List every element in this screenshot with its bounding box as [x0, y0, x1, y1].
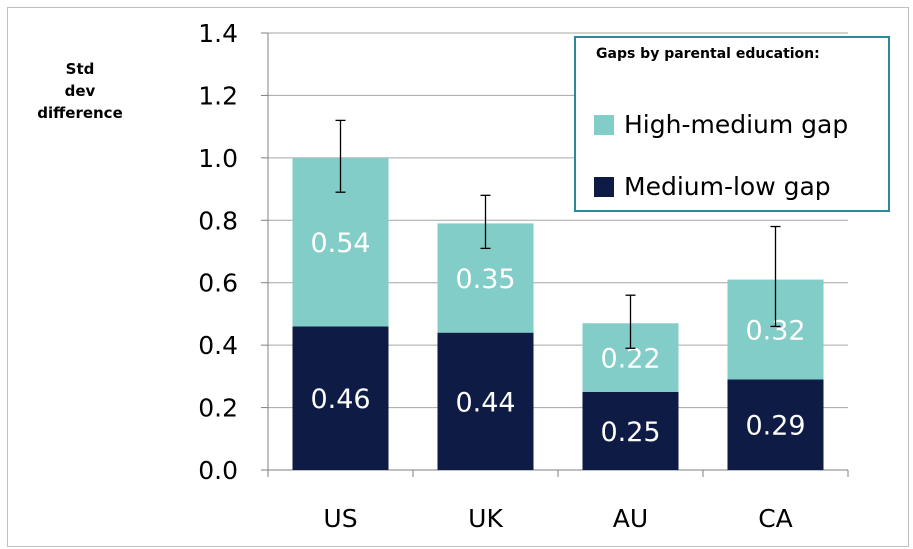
y-axis-label: Std dev difference [30, 58, 130, 124]
data-label: 0.44 [455, 387, 515, 418]
data-label: 0.46 [310, 384, 370, 415]
bar-medium-low [582, 391, 679, 470]
x-tick-label: US [323, 504, 357, 533]
y-tick-label: 1.0 [198, 144, 238, 173]
x-tick-label: UK [468, 504, 503, 533]
y-tick-label: 1.2 [198, 81, 238, 110]
y-axis-label-line: difference [37, 104, 123, 122]
bar-medium-low [437, 332, 534, 470]
x-tick-label: AU [613, 504, 648, 533]
legend-label-medium-low: Medium-low gap [624, 172, 831, 201]
data-label: 0.25 [600, 417, 660, 448]
legend-swatch-high-medium [594, 115, 614, 135]
y-tick-label: 0.6 [198, 269, 238, 298]
legend-title: Gaps by parental education: [596, 46, 820, 62]
chart-legend: Gaps by parental education: High-medium … [574, 36, 890, 212]
y-tick-label: 0.2 [198, 394, 238, 423]
data-label: 0.54 [310, 228, 370, 259]
legend-label-high-medium: High-medium gap [624, 110, 849, 139]
bar-medium-low [292, 326, 389, 470]
y-axis-label-line: Std [65, 60, 95, 78]
y-tick-label: 0.4 [198, 331, 238, 360]
data-label: 0.35 [455, 264, 515, 295]
y-axis-label-line: dev [64, 82, 96, 100]
y-tick-label: 1.4 [198, 19, 238, 48]
legend-swatch-medium-low [594, 177, 614, 197]
data-label: 0.29 [745, 411, 805, 442]
y-tick-label: 0.8 [198, 206, 238, 235]
x-tick-label: CA [758, 504, 793, 533]
y-tick-label: 0.0 [198, 456, 238, 485]
bar-medium-low [727, 379, 824, 470]
